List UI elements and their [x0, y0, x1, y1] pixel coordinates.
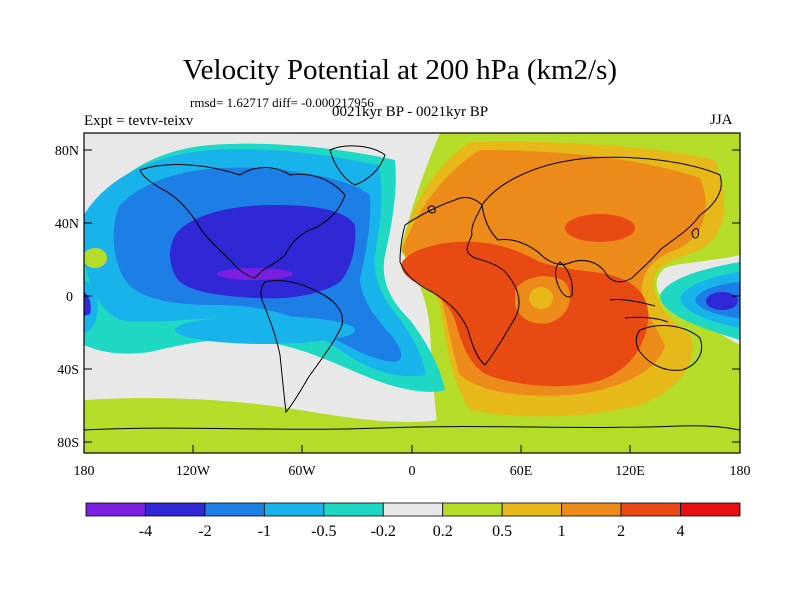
season-label: JJA — [710, 112, 733, 128]
colorbar-swatch — [501, 502, 563, 517]
western-negative-level3 — [170, 205, 356, 299]
colorbar-swatch — [382, 502, 444, 517]
experiment-label: Expt = tevtv-teixv — [84, 113, 194, 129]
colorbar-label: -0.2 — [371, 523, 396, 540]
colorbar-swatch — [263, 502, 325, 517]
lon-tick-label: 0 — [409, 464, 416, 479]
asia-positive-center — [565, 214, 635, 242]
lon-tick-marks — [83, 445, 741, 453]
coastlines — [84, 145, 740, 431]
colorbar-label: 1 — [558, 523, 566, 540]
colorbar-swatch — [442, 502, 503, 517]
lat-tick-label: 80S — [57, 436, 79, 451]
lat-tick-label: 40S — [57, 363, 79, 378]
lon-tick-label: 180 — [74, 464, 95, 479]
colorbar-label: -0.5 — [311, 523, 336, 540]
lon-tick-label: 180 — [730, 464, 751, 479]
western-negative-core — [217, 268, 293, 280]
west-edge-negative — [84, 280, 98, 333]
colorbar: -4 -2 -1 -0.5 -0.2 0.2 0.5 1 2 4 — [85, 502, 741, 540]
lat-tick-label: 0 — [66, 290, 73, 305]
colorbar-label: 4 — [677, 523, 685, 540]
africa-minimum-core — [529, 287, 553, 309]
west-edge-negative-core — [84, 292, 91, 316]
colorbar-swatch — [204, 502, 265, 517]
colorbar-swatch — [145, 502, 206, 517]
lon-tick-label: 120E — [615, 464, 645, 479]
colorbar-label: 0.2 — [433, 523, 453, 540]
lon-tick-label: 120W — [176, 464, 211, 479]
lat-tick-marks — [84, 149, 740, 443]
colorbar-label: -4 — [139, 523, 152, 540]
colorbar-label: 0.5 — [492, 523, 512, 540]
colorbar-swatch — [680, 502, 741, 517]
lon-tick-label: 60W — [288, 464, 316, 479]
south-pacific-negative — [175, 316, 355, 344]
colorbar-label: -1 — [258, 523, 271, 540]
colorbar-swatch — [620, 502, 681, 517]
map-title: Velocity Potential at 200 hPa (km2/s) — [182, 54, 618, 86]
stats-label: rmsd= 1.62717 diff= -0.000217956 — [190, 95, 374, 110]
velocity-potential-field — [84, 133, 740, 453]
colorbar-swatch — [85, 502, 146, 517]
colorbar-swatch — [561, 502, 622, 517]
west-edge-positive — [84, 248, 107, 268]
lon-tick-label: 60E — [510, 464, 533, 479]
southern-positive-band — [84, 398, 440, 453]
pacific-negative-core — [706, 292, 738, 310]
colorbar-swatch — [323, 502, 384, 517]
lat-tick-label: 80N — [55, 144, 79, 159]
lat-tick-label: 40N — [55, 217, 79, 232]
colorbar-label: 2 — [617, 523, 625, 540]
case-label: 0021kyr BP - 0021kyr BP — [331, 104, 489, 120]
colorbar-label: -2 — [198, 523, 211, 540]
